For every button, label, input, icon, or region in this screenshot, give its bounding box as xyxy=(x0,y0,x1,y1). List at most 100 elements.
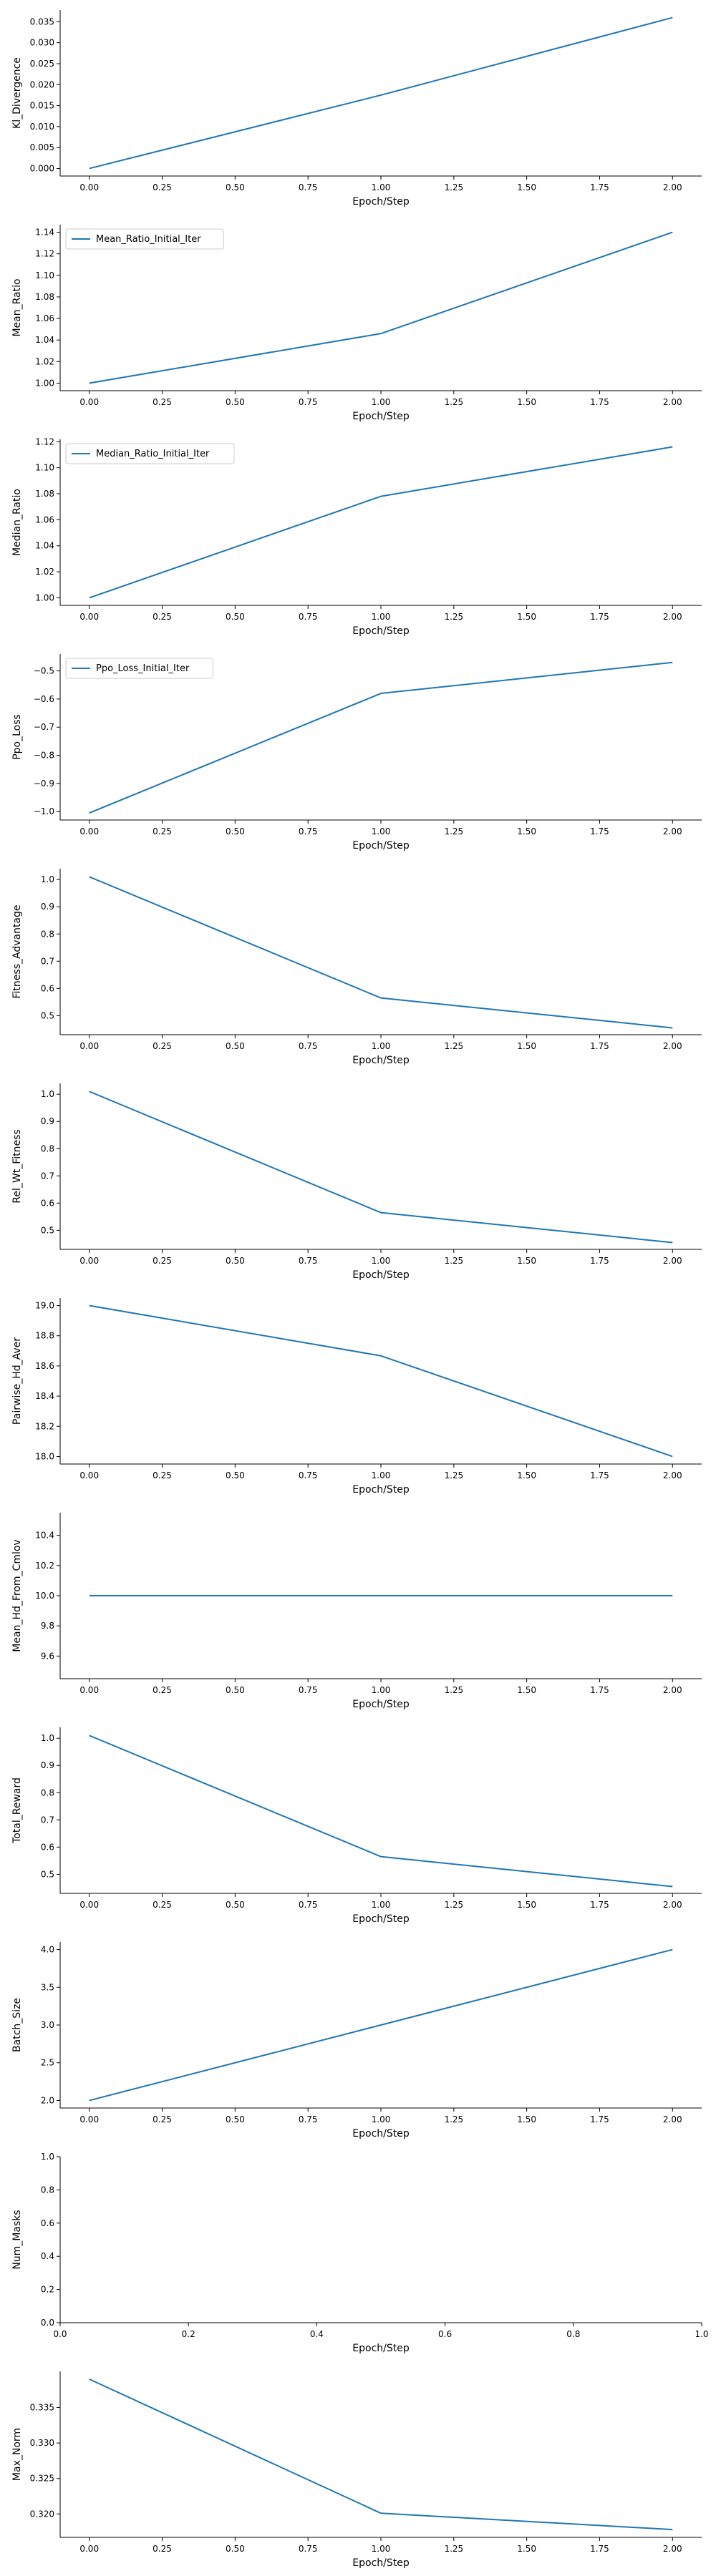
x-tick-label: 0.75 xyxy=(299,1900,318,1910)
x-tick-label: 0.00 xyxy=(79,826,99,836)
y-tick-label: 0.6 xyxy=(41,1198,54,1208)
x-tick-label: 1.25 xyxy=(444,1470,463,1480)
x-tick-label: 1.00 xyxy=(372,1685,391,1695)
y-tick-label: 0.9 xyxy=(41,1116,54,1126)
series-line xyxy=(89,231,673,384)
series-line xyxy=(89,16,673,170)
x-axis-label: Epoch/Step xyxy=(352,1484,410,1496)
x-tick-label: 0.75 xyxy=(299,826,318,836)
y-tick-label: −0.5 xyxy=(34,666,54,676)
x-tick-label: 1.00 xyxy=(372,1900,391,1910)
x-tick-label: 0.25 xyxy=(153,1900,172,1910)
legend-box xyxy=(65,443,235,464)
y-tick-label: 0.005 xyxy=(30,142,54,152)
x-tick-label: 0.00 xyxy=(79,397,99,407)
y-tick-label: 18.4 xyxy=(35,1391,54,1401)
y-tick-label: 0.8 xyxy=(41,2185,54,2195)
x-tick-label: 2.00 xyxy=(663,182,682,192)
legend-label: Ppo_Loss_Initial_Iter xyxy=(96,663,190,674)
x-tick-label: 0.00 xyxy=(79,2544,99,2554)
series-line xyxy=(89,1304,673,1458)
chart-panel: 0.00 0.25 0.50 0.75 1.00 1.25 1.50 1.75 2.00 1.00… xyxy=(0,215,716,429)
y-axis-label: Batch_Size xyxy=(11,1998,23,2052)
y-tick-label: 0.5 xyxy=(41,1225,54,1235)
x-tick-label: 1.00 xyxy=(372,1256,391,1266)
x-tick-label: 0.50 xyxy=(226,1256,245,1266)
chart-svg: 0.00 0.25 0.50 0.75 1.00 1.25 1.50 1.75 2.00 0.32… xyxy=(11,2371,702,2569)
x-tick-label: 0.25 xyxy=(153,1685,172,1695)
x-tick-label: 0.00 xyxy=(79,182,99,192)
legend-label: Mean_Ratio_Initial_Iter xyxy=(96,234,201,245)
x-tick-label: 1.50 xyxy=(517,1256,536,1266)
x-tick-label: 1.50 xyxy=(517,826,536,836)
x-tick-label: 0.2 xyxy=(182,2329,195,2339)
x-tick-label: 2.00 xyxy=(663,1256,682,1266)
y-tick-label: 0.4 xyxy=(41,2251,54,2261)
chart-panel: 0.00 0.25 0.50 0.75 1.00 1.25 1.50 1.75 2.00 2.0 2… xyxy=(0,1932,716,2147)
x-tick-label: 0.25 xyxy=(153,1470,172,1480)
chart-panel: 0.00 0.25 0.50 0.75 1.00 1.25 1.50 1.75 2.00 0.5 0… xyxy=(0,859,716,1073)
y-tick-label: 0.015 xyxy=(30,101,54,111)
y-axis-label: Fitness_Advantage xyxy=(11,904,23,998)
x-tick-label: 0.25 xyxy=(153,2544,172,2554)
legend-box xyxy=(65,228,224,250)
chart-svg: 0.00 0.25 0.50 0.75 1.00 1.25 1.50 1.75 2.00 2.0 2… xyxy=(11,1942,702,2140)
chart-panel: 0.00 0.25 0.50 0.75 1.00 1.25 1.50 1.75 2.00 0.00… xyxy=(0,0,716,215)
chart-panel: 0.00 0.25 0.50 0.75 1.00 1.25 1.50 1.75 2.00 0.5 0… xyxy=(0,1073,716,1288)
x-tick-label: 0.00 xyxy=(79,1900,99,1910)
x-tick-label: 1.75 xyxy=(590,1900,609,1910)
y-tick-label: 0.9 xyxy=(41,1760,54,1770)
x-tick-label: 1.00 xyxy=(372,2114,391,2124)
y-tick-label: 0.5 xyxy=(41,1869,54,1879)
x-tick-label: 1.50 xyxy=(517,2114,536,2124)
x-tick-label: 1.75 xyxy=(590,612,609,622)
y-tick-label: 9.6 xyxy=(41,1651,54,1661)
chart-panel: 0.0 0.2 0.4 0.6 0.8 1.0 0.0 0.2 0.4 0.6 0.8 1.0 Epoc… xyxy=(0,2147,716,2361)
x-tick-label: 1.50 xyxy=(517,2544,536,2554)
chart-svg: 0.00 0.25 0.50 0.75 1.00 1.25 1.50 1.75 2.00 0.5 0… xyxy=(11,869,702,1066)
x-tick-label: 2.00 xyxy=(663,826,682,836)
y-tick-label: 0.9 xyxy=(41,902,54,912)
x-tick-label: 0.50 xyxy=(226,1041,245,1051)
x-tick-label: 0.50 xyxy=(226,1900,245,1910)
x-tick-label: 1.50 xyxy=(517,1685,536,1695)
y-tick-label: −0.9 xyxy=(34,779,54,789)
x-tick-label: 1.25 xyxy=(444,397,463,407)
x-tick-label: 0.25 xyxy=(153,1041,172,1051)
x-tick-label: 2.00 xyxy=(663,397,682,407)
y-axis-label: Rel_Wt_Fitness xyxy=(11,1129,23,1203)
y-tick-label: 1.10 xyxy=(35,270,54,280)
y-tick-label: 9.8 xyxy=(41,1621,54,1631)
x-tick-label: 0.00 xyxy=(79,1256,99,1266)
y-tick-label: 1.02 xyxy=(35,356,54,366)
y-tick-label: 19.0 xyxy=(35,1301,54,1311)
legend-box xyxy=(65,658,213,679)
x-axis-label: Epoch/Step xyxy=(352,2343,410,2354)
y-tick-label: 0.335 xyxy=(30,2403,54,2413)
x-tick-label: 0.00 xyxy=(79,2114,99,2124)
x-tick-label: 0.75 xyxy=(299,2114,318,2124)
y-tick-label: 1.08 xyxy=(35,489,54,499)
x-axis-label: Epoch/Step xyxy=(352,1913,410,1925)
x-tick-label: 1.00 xyxy=(372,2544,391,2554)
x-tick-label: 1.75 xyxy=(590,1256,609,1266)
x-axis-label: Epoch/Step xyxy=(352,196,410,208)
y-axis-label: Kl_Divergence xyxy=(11,57,23,129)
x-tick-label: 1.50 xyxy=(517,182,536,192)
x-tick-label: 1.00 xyxy=(372,826,391,836)
x-tick-label: 1.25 xyxy=(444,182,463,192)
x-axis-label: Epoch/Step xyxy=(352,411,410,422)
y-tick-label: 0.5 xyxy=(41,1010,54,1020)
y-axis-label: Mean_Ratio xyxy=(11,278,23,336)
y-tick-label: 0.7 xyxy=(41,1171,54,1181)
x-tick-label: 0.00 xyxy=(79,1470,99,1480)
y-tick-label: 0.8 xyxy=(41,1787,54,1797)
chart-svg: 0.00 0.25 0.50 0.75 1.00 1.25 1.50 1.75 2.00 1.00… xyxy=(11,436,702,637)
y-tick-label: 0.8 xyxy=(41,929,54,939)
x-tick-label: 1.25 xyxy=(444,1256,463,1266)
chart-svg: 0.00 0.25 0.50 0.75 1.00 1.25 1.50 1.75 2.00 0.00… xyxy=(11,10,702,208)
y-tick-label: 0.025 xyxy=(30,59,54,69)
chart-panel: 0.00 0.25 0.50 0.75 1.00 1.25 1.50 1.75 2.00 0.5 0… xyxy=(0,1717,716,1932)
y-tick-label: 0.000 xyxy=(30,163,54,173)
